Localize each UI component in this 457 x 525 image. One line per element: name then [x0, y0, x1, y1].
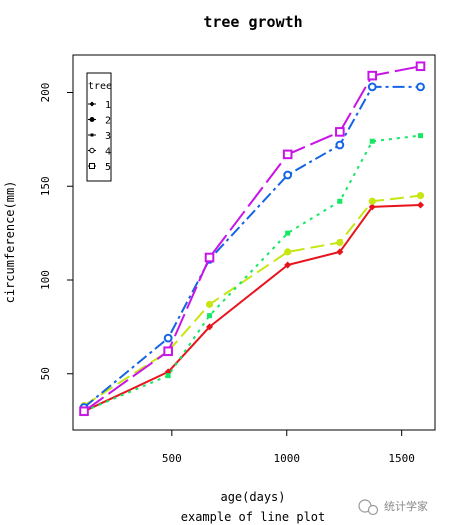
data-point	[205, 300, 214, 308]
data-point	[335, 127, 345, 137]
data-point	[284, 261, 292, 269]
data-point	[207, 313, 213, 319]
legend-label: 4	[105, 147, 111, 158]
data-point	[163, 346, 173, 357]
legend-symbol	[89, 163, 95, 169]
legend-label: 5	[105, 162, 111, 173]
data-point	[163, 333, 173, 343]
legend-symbol	[89, 117, 95, 122]
data-point	[283, 170, 293, 180]
legend-item: 3	[88, 131, 111, 142]
legend: tree 1 2 3 4 5	[86, 72, 112, 182]
data-point	[415, 61, 426, 72]
data-point	[206, 323, 214, 331]
legend-label: 1	[105, 100, 111, 111]
series-3	[81, 133, 424, 414]
plot-frame	[72, 54, 436, 431]
series-layer	[79, 61, 426, 417]
data-point	[416, 192, 425, 200]
data-point	[416, 82, 425, 92]
legend-symbol	[89, 101, 95, 107]
y-axis: 50 100 150 200	[39, 83, 73, 380]
x-axis-label: age(days)	[220, 490, 285, 504]
x-axis: 500 1000 1500	[162, 430, 415, 465]
series-5	[79, 61, 426, 417]
x-tick-label: 1500	[388, 452, 415, 465]
data-point	[285, 230, 291, 236]
legend-item: 5	[88, 162, 111, 173]
data-point	[367, 82, 377, 92]
data-point	[336, 248, 344, 256]
data-point	[418, 133, 424, 139]
y-tick-label: 50	[39, 367, 52, 380]
data-point	[204, 252, 215, 263]
series-line	[83, 134, 421, 413]
data-point	[282, 149, 293, 160]
legend-symbol	[90, 133, 94, 137]
chart-title: tree growth	[203, 13, 302, 31]
data-point	[79, 406, 89, 417]
data-point	[368, 203, 376, 211]
series-line	[83, 204, 421, 413]
data-point	[165, 373, 171, 379]
series-2	[80, 192, 425, 410]
legend-title: tree	[88, 81, 112, 92]
series-line	[83, 65, 421, 413]
y-tick-label: 200	[39, 83, 52, 103]
data-point	[369, 138, 375, 144]
data-point	[417, 201, 425, 209]
series-4	[79, 82, 425, 412]
wechat-icon-secondary	[367, 504, 379, 516]
series-1	[80, 201, 425, 415]
data-point	[367, 70, 378, 81]
legend-label: 2	[105, 116, 111, 127]
legend-symbol	[89, 147, 95, 154]
data-point	[284, 248, 292, 256]
watermark: 统计学家	[358, 499, 428, 516]
x-tick-label: 500	[162, 452, 182, 465]
series-line	[83, 85, 421, 409]
legend-label: 3	[105, 131, 111, 142]
data-point	[368, 197, 376, 205]
legend-item: 1	[88, 100, 111, 111]
y-tick-label: 150	[39, 176, 52, 196]
data-point	[335, 140, 345, 150]
y-tick-label: 100	[39, 270, 52, 290]
data-point	[337, 198, 343, 204]
x-tick-label: 1000	[274, 452, 301, 465]
y-axis-label: circumference(mm)	[3, 181, 17, 304]
legend-items: 1 2 3 4 5	[88, 100, 111, 173]
series-line	[83, 194, 421, 407]
data-point	[336, 238, 344, 247]
watermark-text: 统计学家	[384, 499, 428, 513]
legend-item: 2	[88, 116, 111, 127]
chart-subtitle: example of line plot	[181, 510, 326, 524]
legend-item: 4	[88, 147, 111, 158]
